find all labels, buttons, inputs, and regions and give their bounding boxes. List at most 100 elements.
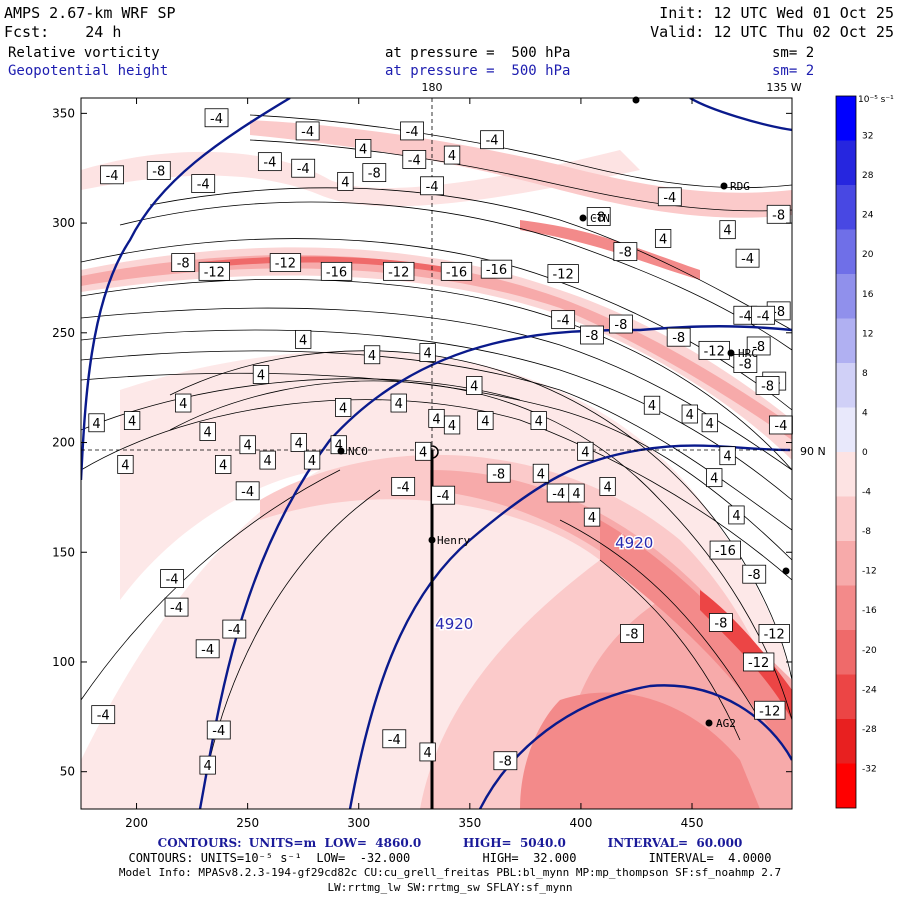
x-tick-label: 450 [681, 816, 704, 830]
vorticity-label-text: -4 [663, 191, 676, 206]
vorticity-label-box [199, 422, 216, 441]
vorticity-label-box [164, 597, 189, 617]
colorbar-frame [835, 95, 857, 809]
vorticity-label-box [583, 507, 601, 527]
station-dot [782, 567, 790, 575]
vorticity-label-text: 4 [204, 759, 212, 774]
vorticity-label: -4 [204, 108, 229, 128]
vorticity-label-text: -12 [759, 704, 780, 719]
vorticity-label-box [383, 261, 415, 281]
vorticity-label-box [755, 376, 780, 395]
vorticity-colorbar: 32 28 24 20 16 12 8 4 0 -4 -8 -12 -16 -20 -24 -28 -32 [835, 95, 877, 809]
y-tick-label: 300 [52, 216, 75, 230]
y-tick-label: 50 [60, 765, 75, 779]
vorticity-label-box [215, 455, 232, 474]
vorticity-label-text: -8 [499, 755, 512, 770]
vorticity-label-text: -16 [486, 263, 507, 278]
vorticity-label: -4 [191, 174, 216, 193]
vorticity-label: 4 [443, 145, 461, 165]
station-dot [428, 536, 436, 544]
vorticity-label: 4 [415, 441, 432, 461]
vorticity-label-text: 4 [395, 397, 403, 412]
vorticity-label-box [235, 481, 260, 501]
vorticity-label: -8 [620, 624, 644, 643]
vorticity-label-text: -8 [748, 568, 761, 583]
vorticity-label: -12 [754, 700, 786, 720]
vorticity-label-box [175, 393, 192, 413]
lat-label-90n: 90 N [800, 445, 826, 458]
vorticity-label-box [198, 261, 230, 281]
vorticity-label: -4 [164, 597, 189, 617]
plot-frame [80, 97, 793, 810]
vorticity-label-box [199, 755, 216, 775]
vorticity-label-box [547, 264, 579, 283]
vorticity-label-box [88, 413, 105, 433]
vorticity-label: 4 [428, 408, 445, 428]
vorticity-label-text: 4 [659, 232, 667, 247]
vorticity-label-text: 4 [470, 379, 478, 394]
vorticity-label: 4 [530, 411, 547, 430]
vorticity-label: 4 [719, 446, 736, 466]
vorticity-label: -4 [382, 729, 407, 749]
vorticity-label: 4 [290, 433, 307, 452]
init-time: Init: 12 UTC Wed 01 Oct 25 [659, 4, 894, 22]
vorticity-label-text: 4 [423, 746, 431, 761]
vorticity-label: -4 [768, 415, 793, 435]
y-axis: 50 100 150 200 250 300 350 [52, 106, 792, 779]
vorticity-label: -16 [320, 261, 353, 281]
colorbar-tick-label: 16 [862, 290, 874, 300]
colorbar-tick-label: -24 [862, 685, 877, 695]
vorticity-label-box [335, 398, 352, 417]
vorticity-label: 4 [252, 365, 270, 384]
vorticity-label-box [295, 329, 312, 349]
vorticity-label: -4 [295, 121, 320, 141]
station-dot [579, 214, 587, 222]
height-label: 4920 [615, 534, 653, 552]
vorticity-label-text: -12 [275, 257, 296, 272]
vorticity-label: 4 [259, 450, 276, 470]
vorticity-label-box [191, 174, 216, 193]
vorticity-label: 4 [175, 393, 192, 413]
vorticity-label-box [363, 345, 381, 365]
vorticity-label: -4 [206, 720, 231, 740]
vorticity-label-text: 4 [432, 412, 440, 427]
vorticity-label-text: -8 [761, 379, 774, 394]
vorticity-label: -8 [746, 336, 771, 356]
vorticity-label-text: -8 [152, 164, 165, 179]
vorticity-label-text: 4 [419, 445, 427, 460]
vorticity-label-text: -8 [368, 167, 381, 182]
vorticity-label-box [719, 220, 736, 240]
vorticity-label-text: 4 [448, 149, 456, 164]
vorticity-label: 4 [706, 468, 723, 488]
vorticity-label: -4 [291, 158, 316, 178]
vorticity-label: 4 [335, 398, 352, 417]
vorticity-label: -4 [431, 485, 456, 505]
vorticity-label: -16 [480, 259, 513, 279]
vorticity-label: -12 [198, 261, 230, 281]
valid-time: Valid: 12 UTC Thu 02 Oct 25 [650, 23, 894, 41]
vorticity-label-text: 4 [588, 511, 596, 526]
vorticity-label-text: -4 [552, 487, 565, 502]
station-dot [705, 719, 713, 727]
station-label-rdg: RDG [730, 180, 750, 193]
lon-label-180: 180 [422, 81, 443, 94]
vorticity-label-box [666, 327, 691, 347]
station-label-nco: NCO [348, 445, 368, 458]
graticule-lines [81, 98, 792, 451]
vorticity-label: 4 [199, 755, 216, 775]
vorticity-label-box [390, 393, 407, 413]
vorticity-label: -4 [160, 569, 184, 588]
vorticity-label-text: 4 [335, 439, 343, 454]
vorticity-label-box [290, 433, 307, 452]
vorticity-label-box [586, 207, 611, 226]
vorticity-label: -8 [493, 751, 518, 771]
vorticity-label-text: -4 [297, 162, 310, 177]
vorticity-label: -8 [580, 325, 604, 345]
vorticity-label-box [754, 700, 786, 720]
vorticity-label: -8 [586, 207, 611, 226]
y-tick-label: 250 [52, 326, 75, 340]
vorticity-label: -4 [91, 705, 116, 725]
vorticity-label: 4 [123, 411, 141, 430]
vorticity-shading [81, 120, 792, 809]
